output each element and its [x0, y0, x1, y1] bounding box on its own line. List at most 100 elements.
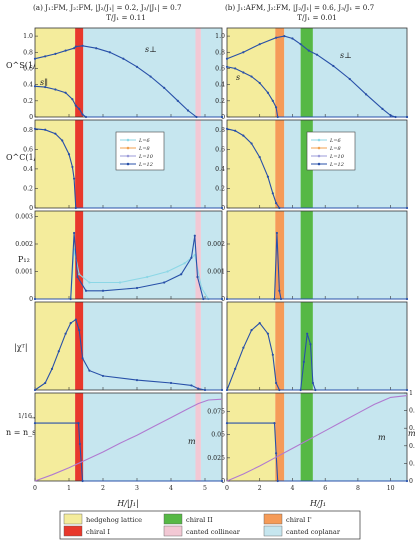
legend-label: L=10: [138, 154, 154, 160]
curve-b2-point: [258, 156, 261, 159]
phase-region: [275, 211, 285, 299]
phase-region: [35, 393, 76, 481]
curve-b5-m: [226, 395, 408, 482]
phase-region: [312, 28, 407, 117]
y-tick-label: 0.2: [215, 98, 225, 105]
left-title-line2: T/J₁ = 0.11: [106, 13, 146, 22]
phase-region: [75, 302, 84, 390]
curve-a2-point: [67, 153, 71, 156]
y-tick-label: 0.6: [409, 425, 415, 432]
phase-region: [83, 28, 196, 117]
legend-label: L=8: [138, 146, 150, 152]
curve-a4-point: [81, 357, 84, 360]
curve-a1-s-perp-point: [186, 109, 190, 112]
curve-a4-point: [74, 318, 77, 321]
curve-b1-s-point: [258, 81, 261, 85]
legend-marker: [317, 154, 321, 158]
curve-a3-l12: [35, 232, 222, 300]
phase-region: [195, 302, 201, 390]
curve-a3-l12-point: [69, 297, 72, 301]
curve-a5-m: [34, 398, 223, 482]
curve-a3-l12-point: [76, 275, 79, 279]
curve-b4-point: [405, 388, 409, 392]
curve-b1-s-perp-point: [291, 37, 294, 40]
curve-a3-l6-point: [193, 253, 196, 257]
phase-region: [200, 211, 222, 299]
y-tick-label: 0: [221, 478, 225, 485]
phase-region: [83, 302, 196, 390]
phase-label: chiral I: [86, 528, 110, 536]
curve-b5-n-point: [225, 422, 229, 425]
curve-a1-s-perp-point: [163, 86, 166, 89]
curve-a1-s-perp-point: [73, 47, 76, 50]
phase-swatch: [163, 513, 183, 525]
legend-label: L=8: [329, 146, 341, 152]
curve-b2-point: [225, 127, 229, 130]
phase-region: [195, 120, 201, 208]
phase-swatch: [163, 525, 183, 537]
phase-label: chiral II: [186, 516, 213, 524]
y-tick-label: 0.8: [23, 127, 33, 134]
phase-region: [200, 28, 222, 117]
y-tick-label: 0.4: [215, 166, 225, 173]
phase-region: [195, 211, 201, 299]
curve-b1-s-perp-point: [364, 93, 368, 96]
phase-region: [35, 28, 76, 117]
legend-marker: [317, 138, 321, 142]
curve-a5-n-point: [77, 422, 80, 425]
x-tick-label: 3: [135, 485, 139, 492]
phase-region: [227, 302, 276, 390]
curve-b3-point: [405, 297, 409, 301]
phase-region: [284, 120, 301, 208]
phase-region: [75, 120, 84, 208]
curve-a3-l12-point: [163, 281, 166, 284]
x-tick-label: 2: [101, 485, 105, 492]
curve-b1-s-perp-point: [389, 114, 392, 117]
curve-a1-s-par-point: [64, 91, 67, 94]
legend-marker: [126, 162, 130, 166]
phase-legend: hedgehog lattice chiral I chiral II canted …: [59, 510, 361, 540]
curve-b4-point: [306, 332, 309, 335]
curve-a3-l6-point: [146, 275, 149, 279]
curve-b3-point: [275, 231, 279, 235]
phase-region: [275, 393, 285, 481]
y-tick-label: 0.6: [23, 65, 33, 72]
phase-region: [300, 393, 313, 481]
annotation-m-right: m: [378, 433, 386, 442]
y-tick-label: 0: [221, 205, 225, 212]
curve-b1-s-point: [271, 99, 274, 102]
curve-a1-s-par-point: [84, 115, 88, 119]
curve-b2-point: [234, 129, 237, 132]
curve-a1-s-par-point: [71, 98, 74, 101]
x-tick-label: 10: [387, 485, 395, 492]
curve-a1-s-perp-point: [122, 57, 125, 60]
curve-a4-point: [220, 388, 224, 392]
x-tick-label: 5: [203, 485, 207, 492]
y-tick-label: 0.6: [23, 146, 33, 153]
curve-a1-s-perp-point: [33, 57, 37, 60]
phase-region: [300, 211, 313, 299]
curve-b4-point: [234, 367, 237, 370]
curve-a4-point: [78, 329, 81, 332]
ylabel-chi: |χᵀ|: [14, 343, 28, 352]
curve-a1-s-par-point: [78, 107, 81, 111]
curve-b4-point: [242, 346, 245, 349]
curve-a1-s-perp-point: [176, 99, 179, 102]
phase-region: [284, 302, 301, 390]
y-tick-label: 0.8: [215, 127, 225, 134]
curve-b2-point: [274, 202, 278, 205]
curve-a1-s-par-point: [74, 104, 77, 107]
y-tick-label: 0.2: [23, 185, 33, 192]
y-tick-label: 0.025: [207, 455, 225, 462]
curve-b1-s-point: [276, 115, 279, 119]
x-tick-label: 8: [356, 485, 360, 492]
curve-a1-s-perp-point: [54, 52, 57, 55]
curve-b1-s-perp-point: [274, 36, 278, 39]
curve-a3-l12-point: [73, 231, 76, 235]
y-tick-label: 0.002: [207, 241, 225, 248]
curve-a3-l12-point: [33, 297, 37, 301]
n-marker-label: 1/16: [18, 413, 32, 420]
x-tick-label: 4: [290, 485, 294, 492]
curve-a1-s-perp-point: [149, 75, 152, 78]
right-title-line2: T/J₁ = 0.01: [297, 13, 337, 22]
